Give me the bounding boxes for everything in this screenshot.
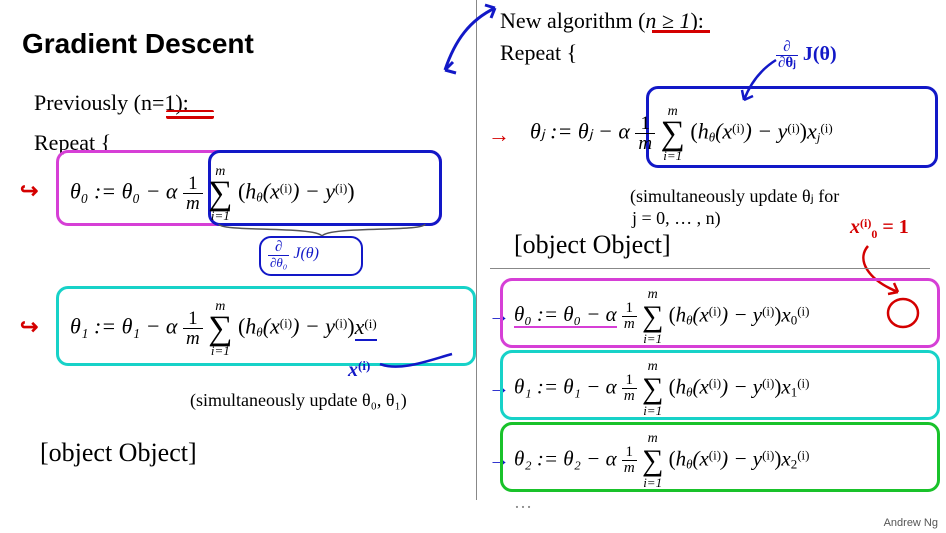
attribution: Andrew Ng	[884, 517, 938, 529]
right-simul-1: (simultaneously update θⱼ for	[630, 186, 839, 207]
vertical-divider	[476, 0, 477, 500]
right-close-brace: [object Object]	[514, 230, 671, 260]
slide-title: Gradient Descent	[22, 28, 254, 60]
right-arrow-j: →	[488, 122, 510, 148]
right-eq-theta1: θ₁ := θ₁ − α 1m m∑i=1 (hθ(x(i)) − y(i))x…	[514, 360, 809, 417]
right-dots: …	[514, 492, 532, 513]
hand-x-i-left: x(i)	[348, 358, 370, 382]
right-eq-thetaj: θⱼ := θⱼ − α 1m m∑i=1 (hθ(x(i)) − y(i))x…	[530, 105, 833, 162]
right-hr	[490, 268, 930, 269]
right-repeat: Repeat {	[500, 40, 577, 66]
left-close-brace: [object Object]	[40, 438, 197, 468]
left-arrow-1: ↪	[20, 314, 38, 340]
partial-derivative: ∂∂θ₀ J(θ)	[268, 240, 319, 269]
underline-nge1	[652, 30, 710, 33]
left-eq-theta1: θ₁ := θ₁ − α 1m m∑i=1 (hθ(x(i)) − y(i))x…	[70, 300, 377, 357]
right-eq-theta2: θ₂ := θ₂ − α 1m m∑i=1 (hθ(x(i)) − y(i))x…	[514, 432, 809, 489]
right-simul-2: j = 0, … , n)	[632, 208, 721, 229]
left-arrow-0: ↪	[20, 178, 38, 204]
left-eq-theta0: θ₀ := θ₀ − α 1m m∑i=1 (hθ(x(i)) − y(i))	[70, 165, 355, 222]
hand-x0-equals-1: x(i)0 = 1	[850, 216, 909, 242]
left-simul: (simultaneously update θ₀, θ₁)	[190, 390, 407, 411]
hand-partial-j: ∂∂θⱼ J(θ)	[776, 40, 837, 71]
right-eq-theta0: θ₀ := θ₀ − α 1m m∑i=1 (hθ(x(i)) − y(i))x…	[514, 288, 809, 345]
underline-n1	[166, 110, 214, 119]
swoosh-arrow	[430, 0, 510, 80]
